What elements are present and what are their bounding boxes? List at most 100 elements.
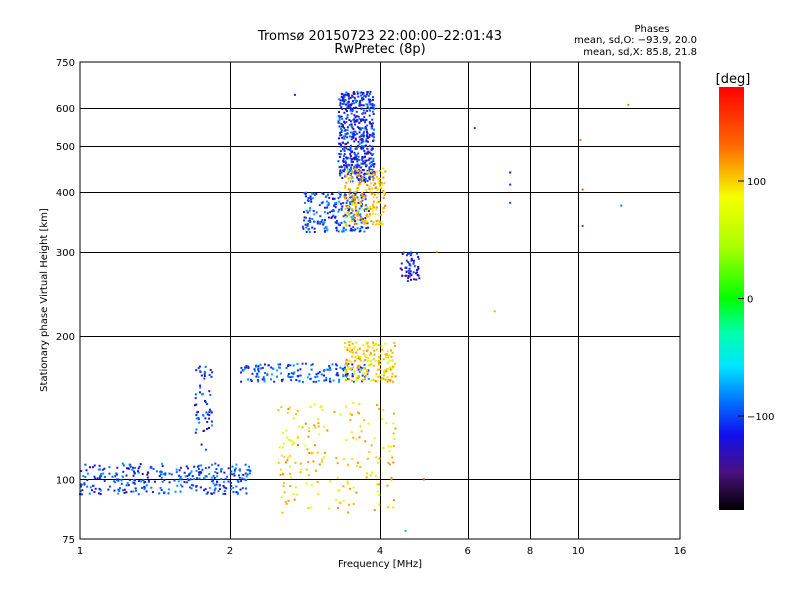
data-point — [368, 162, 371, 165]
data-point — [326, 206, 329, 209]
data-point — [344, 369, 347, 372]
data-point — [248, 472, 251, 475]
data-point — [342, 159, 345, 162]
data-point — [509, 171, 512, 174]
data-point — [244, 463, 247, 466]
data-point — [365, 103, 368, 106]
data-point — [370, 174, 373, 177]
data-point — [364, 163, 367, 166]
data-point — [363, 222, 366, 225]
data-point — [230, 470, 233, 473]
data-point — [363, 178, 366, 181]
data-point — [205, 411, 208, 414]
data-point — [280, 496, 283, 499]
data-point — [384, 204, 387, 207]
data-point — [337, 160, 340, 163]
data-point — [354, 220, 357, 223]
data-point — [379, 201, 382, 204]
data-point — [304, 195, 307, 198]
data-point — [416, 268, 419, 271]
data-point — [185, 481, 188, 484]
data-point — [352, 486, 355, 489]
data-point — [308, 231, 311, 233]
data-point — [509, 201, 512, 204]
data-point — [115, 472, 118, 475]
legend-title: Phases — [634, 24, 669, 35]
data-point — [337, 210, 340, 213]
legend-line-x: mean, sd,X: 85.8, 21.8 — [583, 47, 697, 58]
data-point — [355, 132, 358, 135]
data-point — [352, 136, 355, 139]
data-point — [376, 368, 379, 371]
data-point — [363, 116, 366, 119]
data-point — [366, 184, 369, 187]
data-point — [376, 201, 379, 204]
chart-subtitle: RwPretec (8p) — [334, 42, 425, 57]
data-point — [354, 137, 357, 140]
data-point — [218, 488, 221, 491]
data-point — [368, 98, 371, 101]
data-point — [361, 374, 364, 377]
data-point — [371, 125, 374, 128]
data-point — [375, 206, 378, 209]
data-point — [238, 469, 241, 471]
data-point — [313, 444, 316, 447]
data-point — [137, 493, 140, 496]
data-point — [355, 191, 358, 194]
data-point — [372, 136, 375, 138]
data-point — [93, 491, 96, 493]
data-point — [406, 252, 409, 255]
data-point — [335, 201, 338, 204]
data-point — [138, 480, 140, 482]
data-point — [356, 461, 359, 464]
data-point — [363, 360, 366, 362]
data-point — [362, 349, 365, 352]
data-point — [363, 230, 366, 233]
data-point — [126, 467, 128, 470]
data-point — [381, 182, 383, 185]
data-point — [349, 131, 352, 134]
data-point — [303, 211, 305, 213]
data-point — [415, 278, 418, 281]
data-point — [206, 427, 208, 430]
data-point — [349, 419, 352, 422]
data-point — [204, 488, 207, 491]
data-point — [358, 135, 361, 138]
data-point — [390, 355, 393, 358]
data-point — [353, 217, 355, 220]
data-point — [354, 355, 357, 358]
data-point — [137, 471, 140, 474]
data-point — [191, 475, 194, 478]
data-point — [371, 106, 374, 109]
data-point — [362, 162, 365, 165]
data-point — [96, 477, 99, 480]
data-point — [321, 219, 324, 221]
data-point — [126, 482, 129, 484]
data-point — [121, 476, 124, 479]
data-point — [339, 99, 342, 102]
data-point — [316, 451, 319, 454]
data-point — [310, 198, 312, 201]
data-point — [314, 376, 317, 379]
data-point — [240, 380, 243, 383]
data-point — [364, 198, 367, 201]
data-point — [366, 472, 368, 475]
data-point — [368, 121, 371, 124]
data-point — [307, 474, 310, 477]
data-point — [381, 348, 384, 351]
data-point — [373, 353, 376, 356]
data-point — [103, 467, 106, 470]
data-point — [132, 481, 135, 484]
data-point — [257, 380, 260, 383]
data-point — [400, 262, 403, 265]
data-point — [375, 208, 377, 211]
data-point — [357, 178, 360, 181]
data-point — [297, 444, 299, 447]
data-point — [345, 359, 348, 362]
data-point — [170, 473, 173, 476]
data-point — [374, 182, 377, 185]
data-point — [195, 428, 198, 431]
data-point — [394, 344, 396, 347]
data-point — [346, 114, 349, 116]
data-point — [399, 267, 402, 270]
